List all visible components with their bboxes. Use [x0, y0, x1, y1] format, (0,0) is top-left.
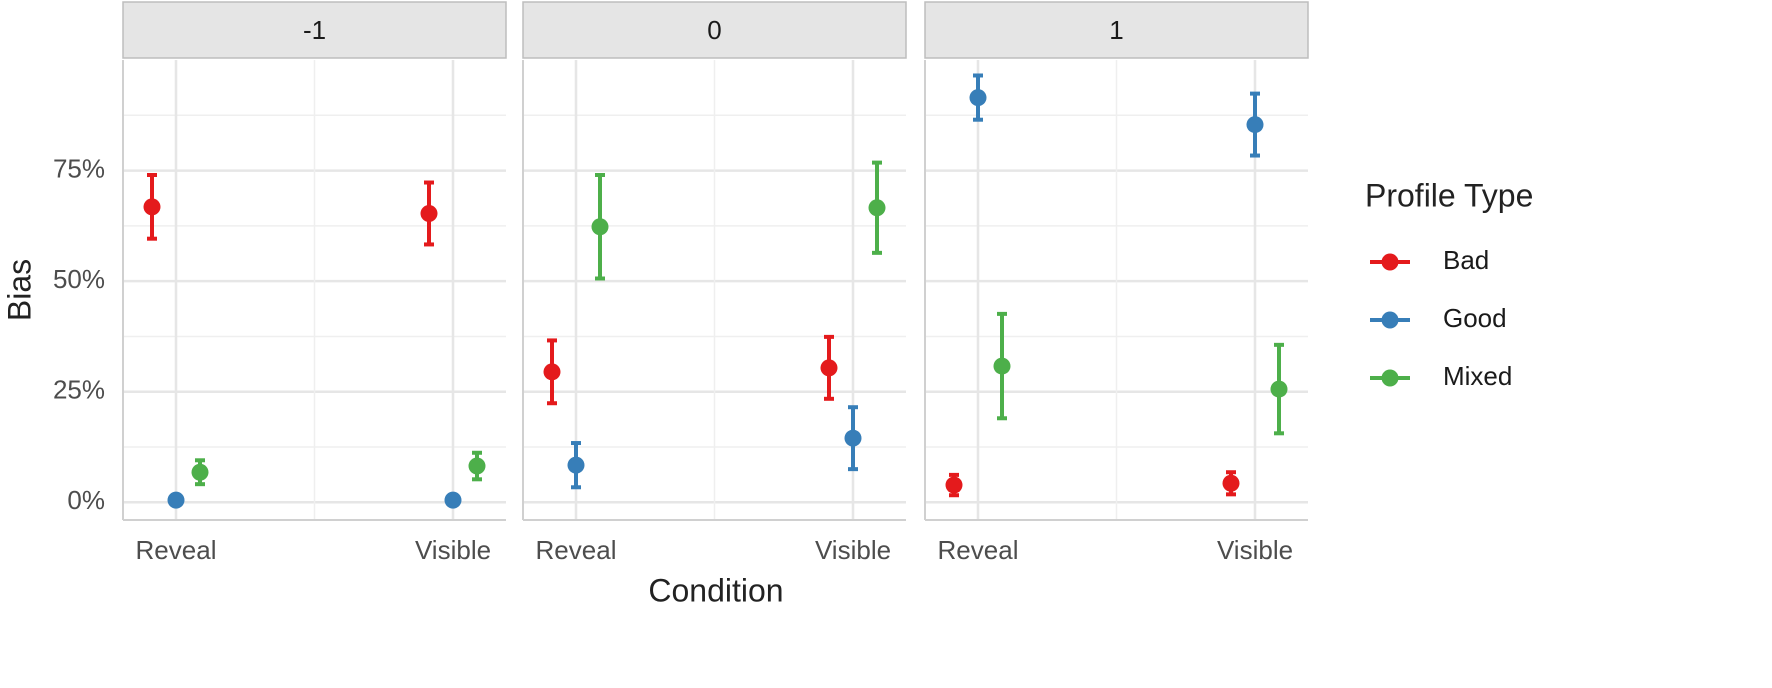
- point: [1246, 116, 1264, 134]
- strip-label: -1: [303, 15, 326, 45]
- point: [420, 204, 438, 222]
- x-tick-label: Reveal: [536, 535, 617, 565]
- point: [945, 476, 963, 494]
- strip: [522, 1, 907, 59]
- strip: [122, 1, 507, 59]
- y-tick-label: 25%: [53, 375, 105, 405]
- point: [591, 218, 609, 236]
- point: [868, 199, 886, 217]
- legend-point: [1381, 311, 1399, 329]
- strip: [924, 1, 1309, 59]
- x-tick-label: Visible: [1217, 535, 1293, 565]
- point: [820, 359, 838, 377]
- y-tick-label: 50%: [53, 264, 105, 294]
- point: [167, 491, 185, 509]
- y-tick-label: 75%: [53, 153, 105, 183]
- point: [567, 456, 585, 474]
- strip-label: 0: [707, 15, 721, 45]
- legend-point: [1381, 253, 1399, 271]
- legend-title: Profile Type: [1365, 177, 1533, 213]
- x-tick-label: Visible: [815, 535, 891, 565]
- x-axis-label: Condition: [648, 572, 783, 608]
- point: [1222, 474, 1240, 492]
- legend-label: Bad: [1443, 245, 1489, 275]
- point: [844, 429, 862, 447]
- strip-label: 1: [1109, 15, 1123, 45]
- point: [444, 491, 462, 509]
- point: [993, 357, 1011, 375]
- point: [969, 89, 987, 107]
- legend-label: Mixed: [1443, 361, 1512, 391]
- point: [468, 457, 486, 475]
- point: [1270, 380, 1288, 398]
- legend-point: [1381, 369, 1399, 387]
- x-tick-label: Reveal: [136, 535, 217, 565]
- legend-label: Good: [1443, 303, 1507, 333]
- point: [143, 198, 161, 216]
- x-tick-label: Reveal: [938, 535, 1019, 565]
- x-tick-label: Visible: [415, 535, 491, 565]
- y-tick-label: 0%: [67, 485, 105, 515]
- point: [543, 363, 561, 381]
- y-axis-label: Bias: [1, 259, 37, 321]
- point: [191, 463, 209, 481]
